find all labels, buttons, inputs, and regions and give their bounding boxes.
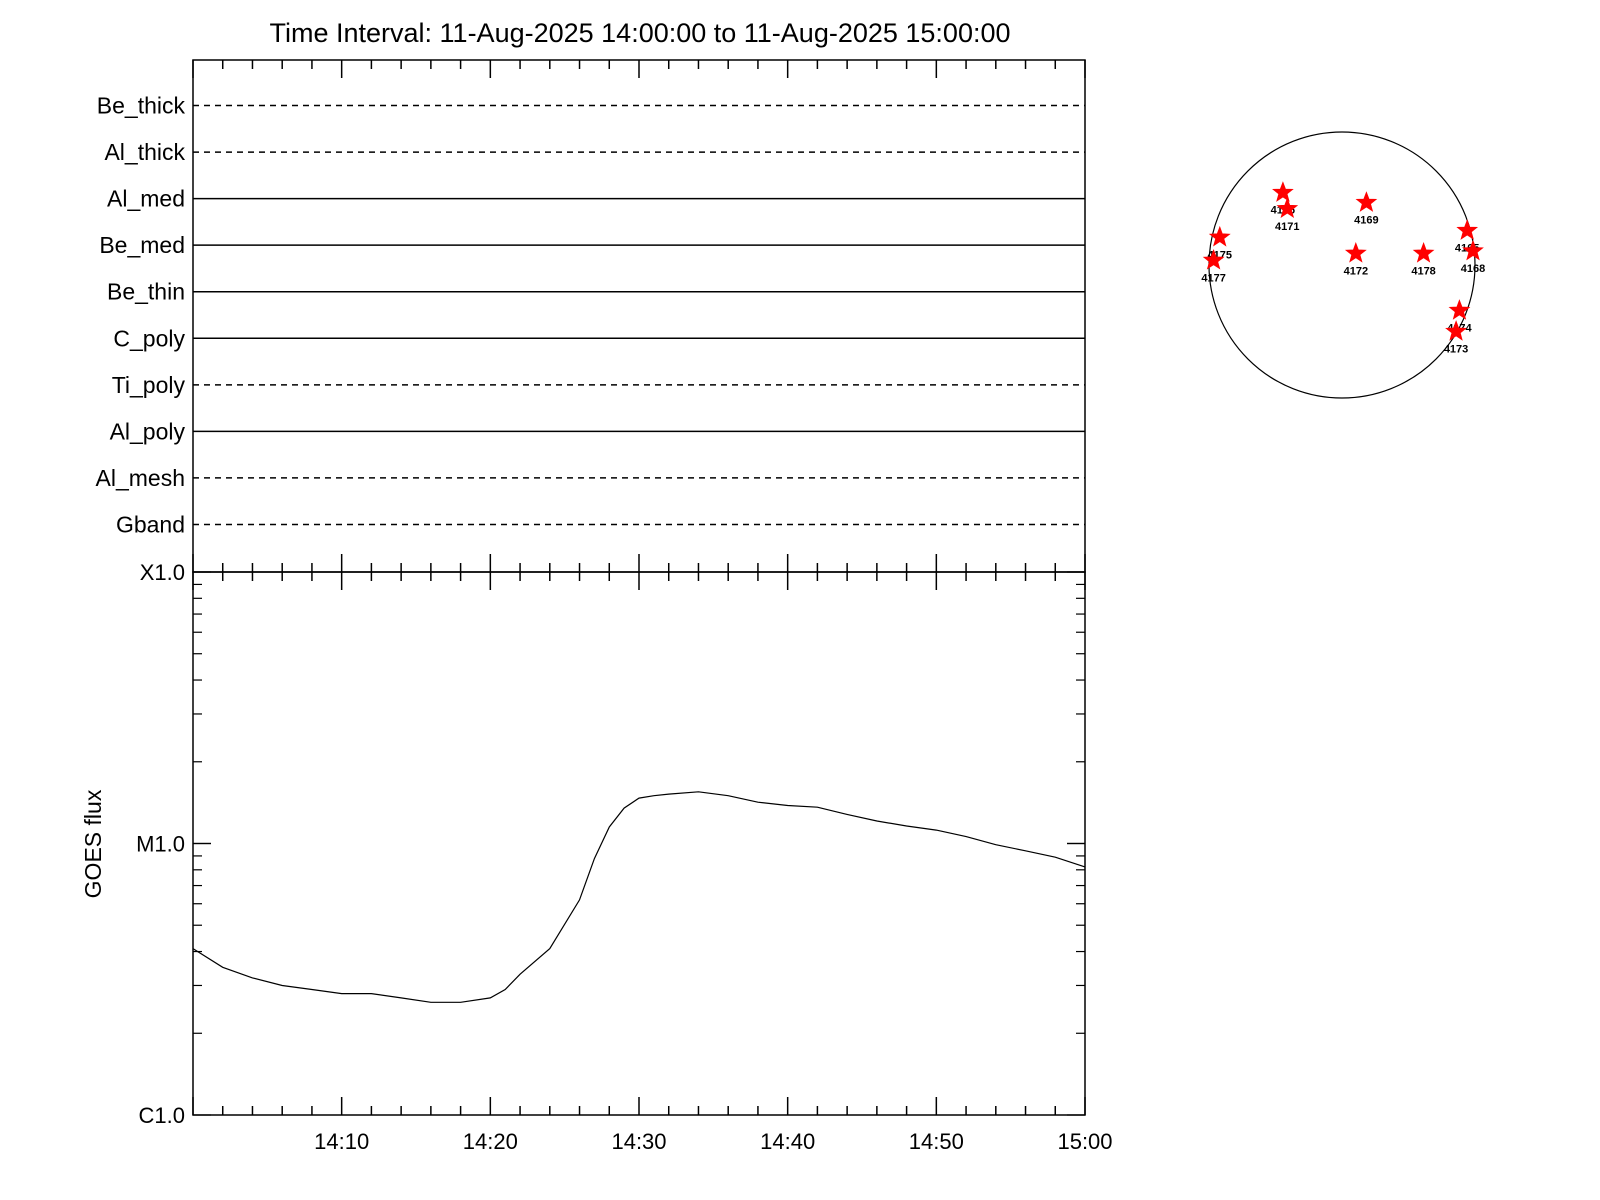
active-region-label: 4172 bbox=[1344, 265, 1368, 277]
y-tick-label: X1.0 bbox=[140, 560, 185, 585]
solar-disk-map: 4176417141694175417741724178416541684174… bbox=[1201, 131, 1485, 399]
x-tick-label: 14:10 bbox=[314, 1129, 369, 1154]
filter-row-label: C_poly bbox=[113, 325, 185, 351]
active-region-marker bbox=[1412, 241, 1435, 263]
active-region-label: 4173 bbox=[1444, 344, 1468, 356]
y-axis-label: GOES flux bbox=[80, 789, 106, 898]
goes-flux-line bbox=[192, 791, 1086, 1003]
filter-row-label: Al_mesh bbox=[96, 465, 185, 491]
filter-row-label: Be_med bbox=[99, 232, 185, 258]
active-region-marker bbox=[1445, 320, 1467, 341]
filter-row-label: Al_med bbox=[107, 186, 185, 212]
x-tick-label: 14:30 bbox=[611, 1129, 666, 1154]
active-region-marker bbox=[1448, 299, 1471, 320]
active-region-marker bbox=[1456, 219, 1479, 240]
flux-plot-frame bbox=[192, 571, 1086, 1116]
filter-row-label: Al_poly bbox=[110, 418, 186, 444]
y-tick-label: M1.0 bbox=[136, 832, 185, 857]
active-region-marker bbox=[1202, 248, 1225, 270]
active-region-label: 4177 bbox=[1201, 272, 1225, 284]
active-region-marker bbox=[1276, 197, 1299, 219]
active-region-label: 4178 bbox=[1411, 265, 1435, 277]
x-tick-label: 15:00 bbox=[1057, 1129, 1112, 1154]
x-tick-label: 14:50 bbox=[909, 1129, 964, 1154]
active-region-marker bbox=[1272, 181, 1294, 202]
chart-title: Time Interval: 11-Aug-2025 14:00:00 to 1… bbox=[270, 18, 1011, 48]
x-tick-label: 14:40 bbox=[760, 1129, 815, 1154]
active-region-label: 4171 bbox=[1275, 221, 1299, 233]
filter-panel-frame bbox=[192, 59, 1086, 573]
filter-row-label: Gband bbox=[116, 511, 185, 537]
active-region-marker bbox=[1344, 241, 1367, 263]
filter-row-label: Be_thin bbox=[107, 279, 185, 305]
active-region-label: 4169 bbox=[1354, 215, 1378, 227]
y-tick-label: C1.0 bbox=[139, 1103, 185, 1128]
filter-row-label: Be_thick bbox=[97, 93, 186, 119]
active-region-marker bbox=[1355, 191, 1378, 212]
filter-row-label: Ti_poly bbox=[112, 372, 186, 398]
active-region-marker bbox=[1462, 239, 1484, 261]
filter-row-label: Al_thick bbox=[104, 139, 185, 165]
goes-flux-panel: 14:10 14:20 14:30 14:40 14:50 15:00 C1.0 M1.0 X1… bbox=[80, 560, 1113, 1154]
active-region-marker bbox=[1208, 225, 1231, 247]
filter-panel: Be_thick Al_thick Al_med Be_med Be_thin C_pol… bbox=[96, 59, 1086, 573]
active-region-label: 4168 bbox=[1461, 263, 1485, 275]
x-tick-label: 14:20 bbox=[463, 1129, 518, 1154]
